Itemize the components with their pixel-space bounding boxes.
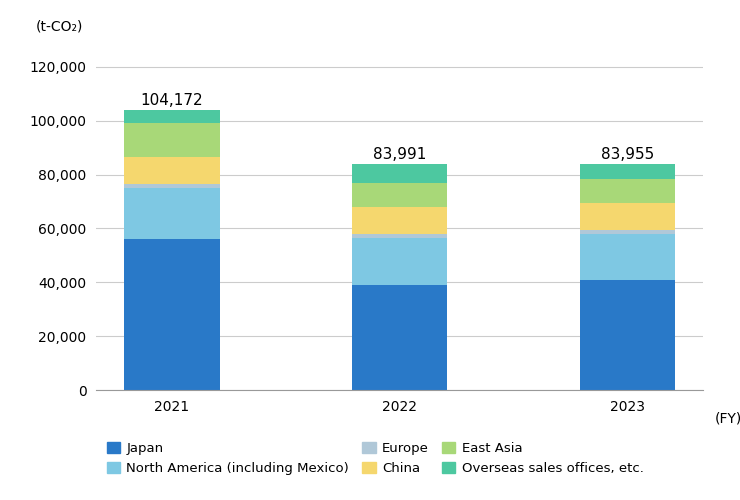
Text: (FY): (FY)	[715, 411, 740, 425]
Bar	[352, 234, 448, 238]
Bar	[579, 178, 676, 203]
Bar	[352, 164, 448, 182]
Bar	[579, 280, 676, 390]
Text: 83,991: 83,991	[373, 148, 426, 162]
Bar	[124, 188, 220, 239]
Bar	[352, 207, 448, 234]
Bar	[124, 124, 220, 157]
Text: 104,172: 104,172	[141, 93, 203, 108]
Bar	[124, 110, 220, 124]
Bar	[352, 182, 448, 207]
Bar	[124, 157, 220, 184]
Bar	[124, 239, 220, 390]
Bar	[124, 184, 220, 188]
Bar	[579, 203, 676, 230]
Legend: Japan, North America (including Mexico), Europe, China, East Asia, Overseas sale: Japan, North America (including Mexico),…	[107, 442, 644, 475]
Text: (t-CO₂): (t-CO₂)	[36, 19, 83, 33]
Text: 83,955: 83,955	[601, 148, 654, 162]
Bar	[352, 238, 448, 285]
Bar	[579, 230, 676, 234]
Bar	[579, 164, 676, 178]
Bar	[352, 285, 448, 390]
Bar	[579, 234, 676, 280]
